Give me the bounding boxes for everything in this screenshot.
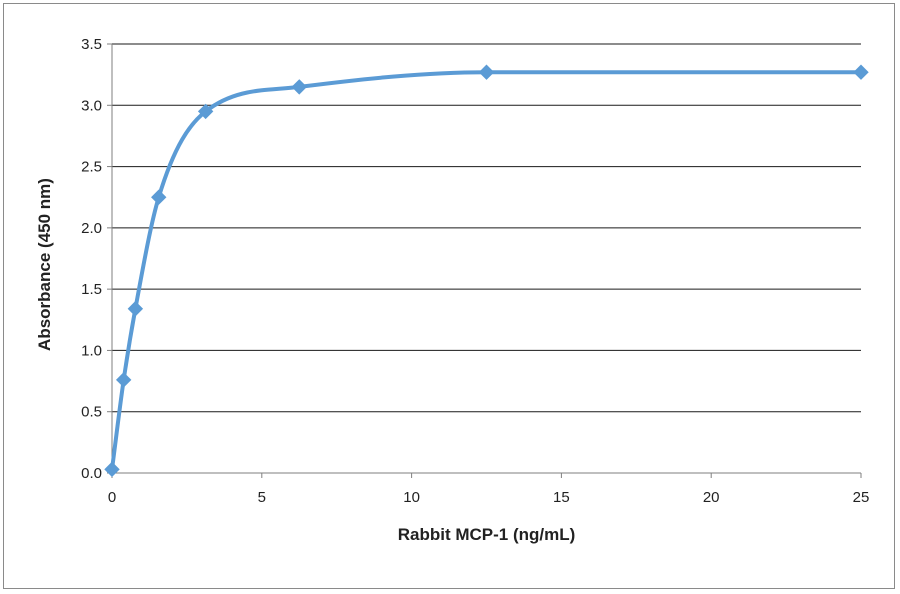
series — [104, 64, 869, 478]
y-tick-label: 2.5 — [81, 159, 102, 176]
gridlines — [112, 43, 861, 413]
data-point-marker — [127, 301, 144, 317]
y-tick-label: 3.5 — [81, 36, 102, 53]
y-tick-label: 1.0 — [81, 342, 102, 359]
x-tick-label: 5 — [258, 489, 266, 506]
x-tick-label: 20 — [703, 489, 720, 506]
x-tick-label: 0 — [108, 489, 116, 506]
x-tick-label: 15 — [553, 489, 570, 506]
y-axis-title: Absorbance (450 nm) — [35, 178, 54, 351]
axes — [107, 43, 862, 478]
data-point-marker — [197, 103, 214, 120]
y-tick-label: 1.5 — [81, 281, 102, 298]
y-tick-label: 3.0 — [81, 97, 102, 114]
data-point-marker — [291, 79, 307, 95]
y-tick-label: 0.5 — [81, 404, 102, 421]
x-axis-title: Rabbit MCP-1 (ng/mL) — [398, 525, 576, 544]
series-line — [110, 70, 863, 472]
y-tick-label: 2.0 — [81, 220, 102, 237]
data-point-marker — [853, 64, 869, 80]
data-point-marker — [151, 189, 167, 205]
y-tick-labels: 0.0 0.5 1.0 1.5 2.0 2.5 3.0 3.5 — [81, 36, 102, 482]
chart-frame: 0.0 0.5 1.0 1.5 2.0 2.5 3.0 3.5 0 5 10 15 20 25 Rabb… — [3, 3, 895, 589]
data-point-marker — [104, 461, 120, 478]
x-tick-label: 10 — [403, 489, 420, 506]
absorbance-chart: 0.0 0.5 1.0 1.5 2.0 2.5 3.0 3.5 0 5 10 15 20 25 Rabb… — [35, 36, 870, 544]
data-point-marker — [115, 372, 132, 388]
data-point-marker — [478, 64, 495, 80]
y-tick-label: 0.0 — [81, 465, 102, 482]
x-tick-labels: 0 5 10 15 20 25 — [108, 489, 870, 506]
x-tick-label: 25 — [853, 489, 870, 506]
